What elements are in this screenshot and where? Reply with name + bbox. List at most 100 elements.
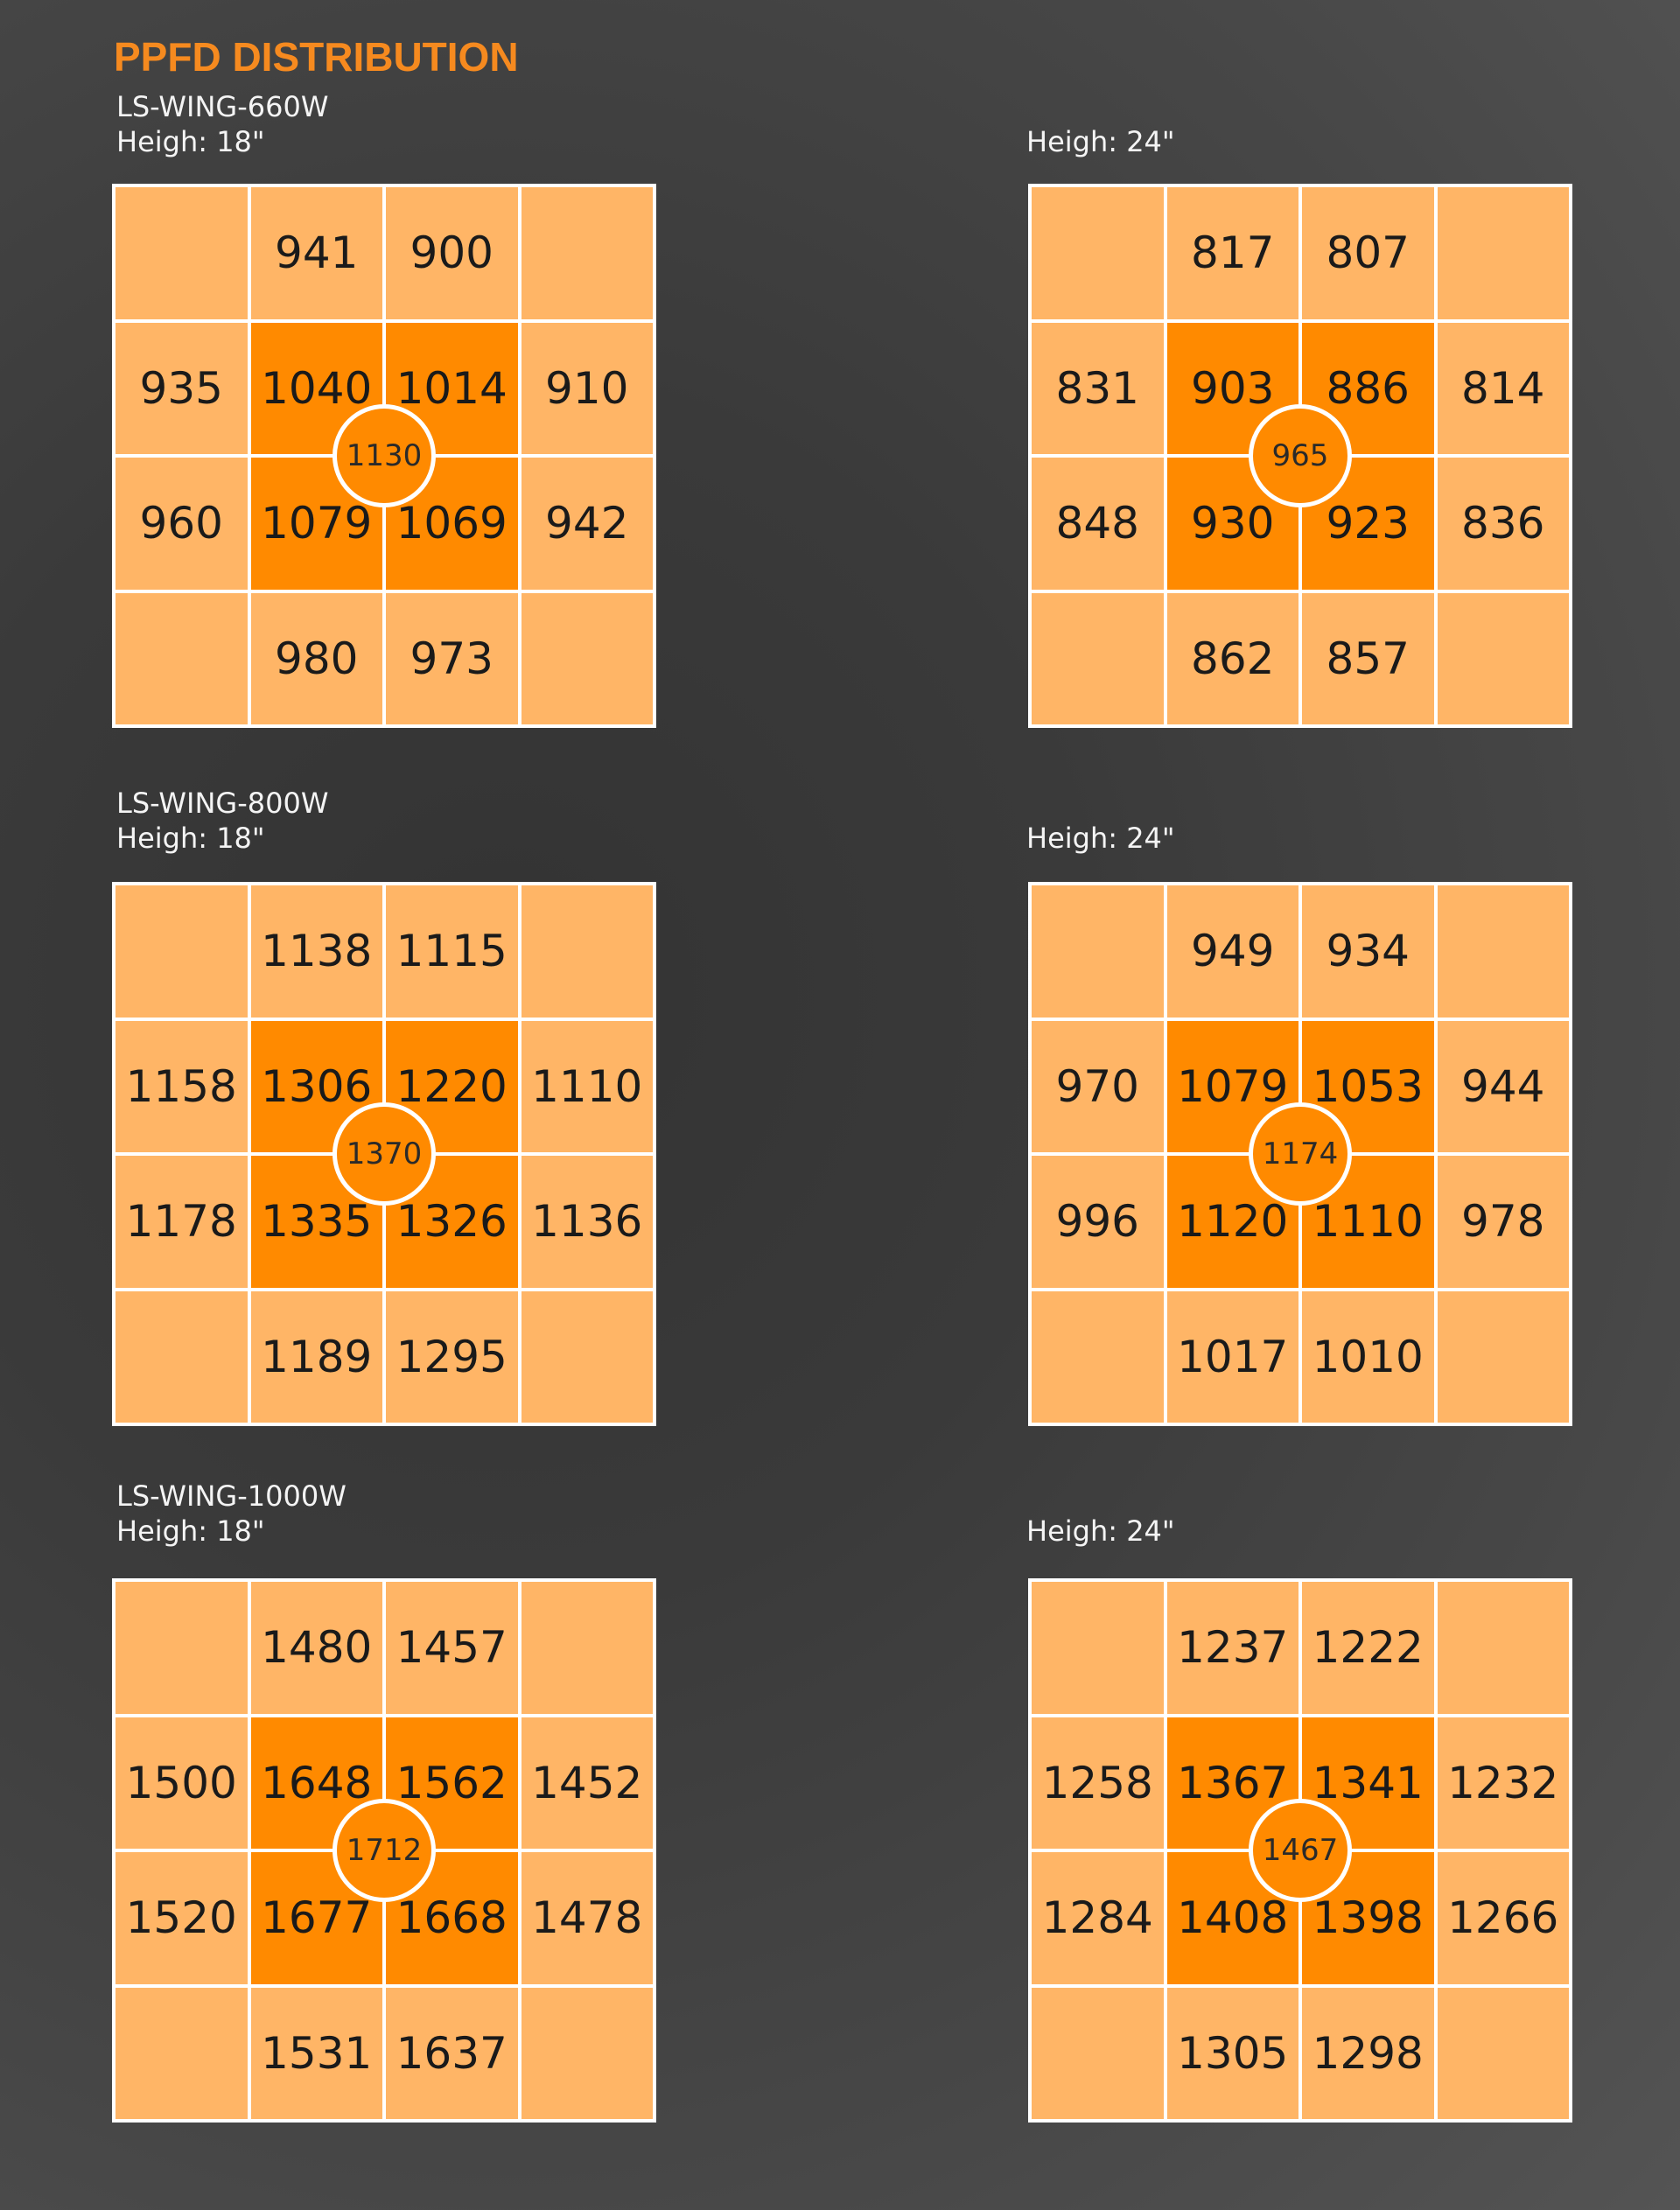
ppfd-cell-r3-c3 (1437, 1987, 1569, 2119)
ppfd-cell-r0-c1: 1237 (1166, 1582, 1298, 1714)
ppfd-cell-r3-c0 (1032, 1987, 1164, 2119)
model-label-1000w: LS-WING-1000W (116, 1479, 346, 1513)
ppfd-cell-r0-c0 (1032, 187, 1164, 319)
ppfd-cell-r3-c2: 857 (1302, 592, 1434, 724)
ppfd-cell-r0-c3 (521, 1582, 653, 1714)
ppfd-cell-r1-c3: 1110 (521, 1020, 653, 1152)
ppfd-grid-1000w-24: 1237 1222 1258 1367 1341 1232 1284 1408 1398 1266… (1028, 1578, 1572, 2123)
ppfd-cell-r3-c0 (116, 592, 248, 724)
ppfd-grid-cells: 1237 1222 1258 1367 1341 1232 1284 1408 1398 1266… (1028, 1578, 1572, 2123)
ppfd-cell-r2-c0: 1178 (116, 1156, 248, 1288)
height-label-1000w-24: Heigh: 24" (1026, 1514, 1175, 1548)
ppfd-cell-r1-c2: 886 (1302, 322, 1434, 454)
ppfd-cell-r0-c1: 1480 (250, 1582, 382, 1714)
model-label-800w: LS-WING-800W (116, 787, 329, 820)
ppfd-center-value: 1712 (332, 1799, 436, 1902)
ppfd-cell-r3-c3 (1437, 1290, 1569, 1423)
ppfd-cell-r1-c1: 1306 (250, 1020, 382, 1152)
ppfd-cell-r0-c0 (1032, 885, 1164, 1018)
ppfd-cell-r2-c3: 836 (1437, 458, 1569, 590)
ppfd-grid-800w-24: 949 934 970 1079 1053 944 996 1120 1110 978 1017 10… (1028, 882, 1572, 1426)
ppfd-center-value: 965 (1249, 404, 1352, 507)
ppfd-cell-r3-c3 (1437, 592, 1569, 724)
ppfd-cell-r1-c0: 1258 (1032, 1717, 1164, 1849)
ppfd-cell-r3-c1: 1305 (1166, 1987, 1298, 2119)
ppfd-cell-r3-c2: 1010 (1302, 1290, 1434, 1423)
height-label-660w-18: Heigh: 18" (116, 125, 265, 158)
ppfd-cell-r1-c0: 935 (116, 322, 248, 454)
ppfd-cell-r0-c3 (1437, 885, 1569, 1018)
ppfd-cell-r0-c1: 817 (1166, 187, 1298, 319)
ppfd-cell-r0-c2: 1222 (1302, 1582, 1434, 1714)
ppfd-cell-r0-c2: 1457 (386, 1582, 518, 1714)
ppfd-cell-r2-c3: 1266 (1437, 1852, 1569, 1984)
ppfd-cell-r0-c2: 934 (1302, 885, 1434, 1018)
ppfd-center-value: 1130 (332, 404, 436, 507)
ppfd-cell-r2-c1: 1120 (1166, 1156, 1298, 1288)
ppfd-cell-r3-c2: 1298 (1302, 1987, 1434, 2119)
ppfd-cell-r3-c1: 1017 (1166, 1290, 1298, 1423)
ppfd-cell-r2-c0: 848 (1032, 458, 1164, 590)
ppfd-cell-r0-c0 (116, 1582, 248, 1714)
ppfd-cell-r0-c2: 807 (1302, 187, 1434, 319)
ppfd-cell-r3-c0 (1032, 592, 1164, 724)
ppfd-cell-r2-c0: 1284 (1032, 1852, 1164, 1984)
ppfd-cell-r2-c1: 1079 (250, 458, 382, 590)
ppfd-cell-r1-c3: 1232 (1437, 1717, 1569, 1849)
ppfd-cell-r3-c1: 862 (1166, 592, 1298, 724)
ppfd-cell-r0-c0 (1032, 1582, 1164, 1714)
ppfd-cell-r0-c2: 1115 (386, 885, 518, 1018)
ppfd-cell-r1-c3: 910 (521, 322, 653, 454)
ppfd-cell-r1-c1: 1040 (250, 322, 382, 454)
ppfd-cell-r2-c0: 1520 (116, 1852, 248, 1984)
ppfd-cell-r3-c2: 1637 (386, 1987, 518, 2119)
ppfd-center-value: 1370 (332, 1102, 436, 1206)
page-title: PPFD DISTRIBUTION (114, 34, 519, 80)
height-label-1000w-18: Heigh: 18" (116, 1514, 265, 1548)
ppfd-cell-r2-c2: 923 (1302, 458, 1434, 590)
ppfd-cell-r0-c3 (521, 885, 653, 1018)
ppfd-grid-660w-18: 941 900 935 1040 1014 910 960 1079 1069 942 980 973… (112, 184, 656, 728)
ppfd-cell-r3-c1: 1189 (250, 1290, 382, 1423)
ppfd-grid-cells: 941 900 935 1040 1014 910 960 1079 1069 942 980 973 (112, 184, 656, 728)
ppfd-cell-r3-c0 (116, 1290, 248, 1423)
ppfd-cell-r0-c1: 941 (250, 187, 382, 319)
ppfd-cell-r1-c2: 1341 (1302, 1717, 1434, 1849)
height-label-800w-18: Heigh: 18" (116, 822, 265, 855)
ppfd-cell-r0-c1: 949 (1166, 885, 1298, 1018)
ppfd-cell-r1-c3: 1452 (521, 1717, 653, 1849)
ppfd-cell-r2-c3: 1478 (521, 1852, 653, 1984)
ppfd-cell-r1-c0: 1500 (116, 1717, 248, 1849)
ppfd-cell-r0-c2: 900 (386, 187, 518, 319)
ppfd-cell-r0-c3 (521, 187, 653, 319)
ppfd-cell-r1-c3: 944 (1437, 1020, 1569, 1152)
ppfd-cell-r0-c3 (1437, 187, 1569, 319)
ppfd-grid-800w-18: 1138 1115 1158 1306 1220 1110 1178 1335 1326 1136… (112, 882, 656, 1426)
ppfd-center-value: 1467 (1249, 1799, 1352, 1902)
ppfd-cell-r3-c2: 1295 (386, 1290, 518, 1423)
height-label-660w-24: Heigh: 24" (1026, 125, 1175, 158)
ppfd-cell-r3-c3 (521, 1290, 653, 1423)
ppfd-cell-r3-c1: 1531 (250, 1987, 382, 2119)
ppfd-cell-r2-c0: 996 (1032, 1156, 1164, 1288)
ppfd-cell-r0-c3 (1437, 1582, 1569, 1714)
ppfd-cell-r2-c3: 1136 (521, 1156, 653, 1288)
ppfd-cell-r3-c3 (521, 1987, 653, 2119)
ppfd-cell-r0-c0 (116, 885, 248, 1018)
ppfd-cell-r1-c3: 814 (1437, 322, 1569, 454)
ppfd-cell-r0-c1: 1138 (250, 885, 382, 1018)
ppfd-grid-cells: 817 807 831 903 886 814 848 930 923 836 862 857 (1028, 184, 1572, 728)
ppfd-cell-r1-c0: 831 (1032, 322, 1164, 454)
ppfd-grid-660w-24: 817 807 831 903 886 814 848 930 923 836 862 857 965 (1028, 184, 1572, 728)
ppfd-cell-r1-c0: 1158 (116, 1020, 248, 1152)
ppfd-cell-r3-c3 (521, 592, 653, 724)
ppfd-cell-r3-c2: 973 (386, 592, 518, 724)
ppfd-cell-r2-c3: 978 (1437, 1156, 1569, 1288)
ppfd-cell-r2-c0: 960 (116, 458, 248, 590)
ppfd-cell-r1-c0: 970 (1032, 1020, 1164, 1152)
ppfd-cell-r0-c0 (116, 187, 248, 319)
ppfd-cell-r2-c3: 942 (521, 458, 653, 590)
ppfd-grid-1000w-18: 1480 1457 1500 1648 1562 1452 1520 1677 1668 1478… (112, 1578, 656, 2123)
ppfd-center-value: 1174 (1249, 1102, 1352, 1206)
height-label-800w-24: Heigh: 24" (1026, 822, 1175, 855)
